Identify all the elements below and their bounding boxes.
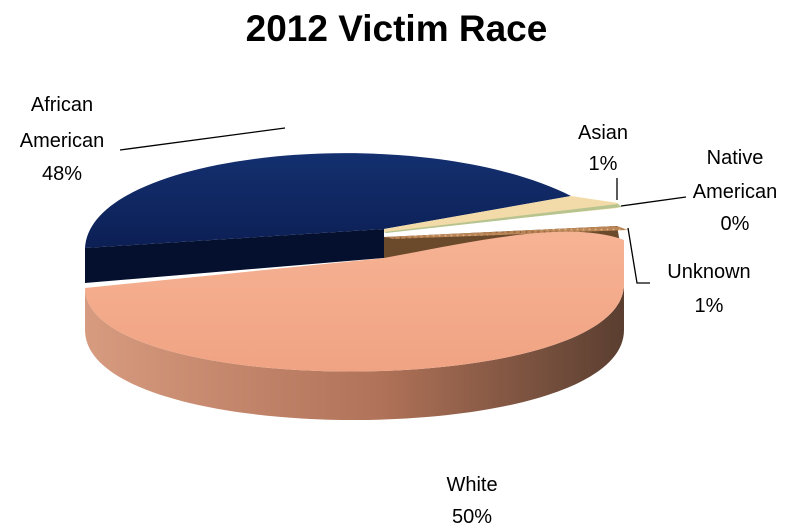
slice-label-unknown: Unknown bbox=[667, 261, 750, 283]
slice-value-white: 50% bbox=[452, 506, 492, 528]
data-label-african-american: African American 48% bbox=[20, 94, 104, 185]
leader-line-unknown bbox=[627, 227, 650, 284]
slice-value-asian: 1% bbox=[589, 153, 618, 175]
slice-label-african-american-line2: American bbox=[20, 130, 104, 152]
slice-value-native-american: 0% bbox=[721, 213, 750, 235]
slice-value-african-american: 48% bbox=[42, 163, 82, 185]
slice-label-white: White bbox=[446, 474, 497, 496]
slice-label-native-american-line2: American bbox=[693, 181, 777, 203]
data-label-unknown: Unknown 1% bbox=[667, 261, 750, 317]
pie-slice-native-american bbox=[384, 204, 622, 233]
pie-slice-african-american bbox=[85, 153, 571, 283]
leader-line-native-american bbox=[620, 196, 687, 207]
data-label-white: White 50% bbox=[446, 474, 497, 528]
slice-label-native-american-line1: Native bbox=[707, 147, 764, 169]
pie-slice-white bbox=[85, 231, 624, 420]
chart-title: 2012 Victim Race bbox=[245, 8, 548, 49]
leader-line-african-american bbox=[119, 127, 286, 151]
pie-slice-asian bbox=[384, 196, 618, 232]
data-label-native-american: Native American 0% bbox=[693, 147, 777, 235]
slice-label-african-american-line1: African bbox=[31, 94, 93, 116]
slice-label-asian: Asian bbox=[578, 122, 628, 144]
slice-value-unknown: 1% bbox=[695, 295, 724, 317]
data-label-asian: Asian 1% bbox=[578, 122, 628, 175]
